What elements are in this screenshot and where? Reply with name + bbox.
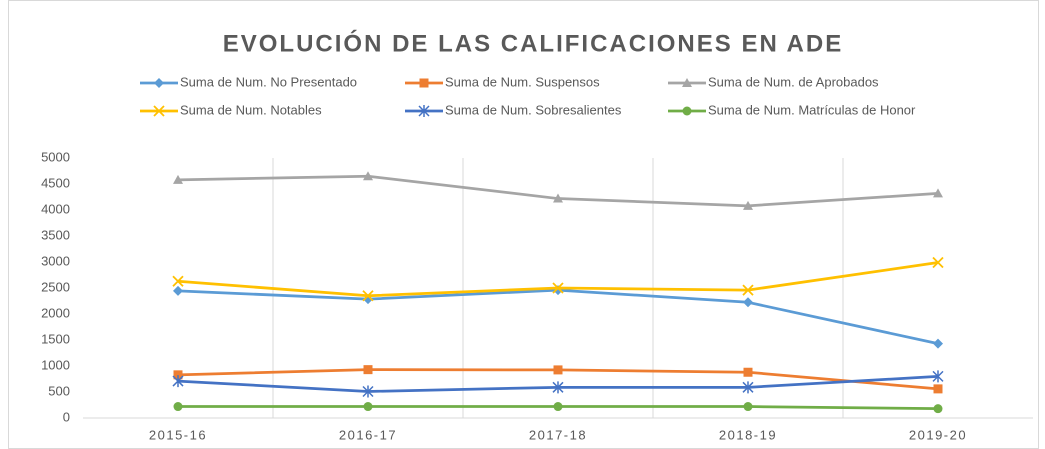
legend-item: Suma de Num. Suspensos	[405, 74, 600, 89]
marker	[154, 78, 164, 88]
marker	[552, 381, 564, 394]
marker	[682, 106, 692, 116]
marker	[419, 78, 429, 88]
marker	[682, 78, 692, 87]
marker	[362, 290, 374, 302]
series-line	[177, 288, 939, 345]
chart-border	[8, 0, 1039, 449]
marker	[933, 384, 943, 394]
x-tick-label: 2017-18	[529, 427, 587, 442]
marker	[743, 200, 753, 210]
y-tick-label: 500	[48, 383, 70, 398]
marker	[553, 285, 563, 296]
marker	[933, 404, 943, 414]
marker	[553, 193, 563, 203]
marker	[362, 385, 374, 398]
marker	[172, 375, 184, 388]
y-tick-label: 2000	[41, 305, 70, 320]
marker	[173, 370, 183, 380]
y-tick-label: 3000	[41, 253, 70, 268]
marker	[743, 402, 753, 412]
legend-label: Suma de Num. Notables	[180, 102, 322, 117]
marker	[742, 381, 754, 394]
y-tick-label: 4500	[41, 175, 70, 190]
legend-label: Suma de Num. Matrículas de Honor	[708, 102, 916, 117]
marker	[173, 402, 183, 412]
x-tick-label: 2016-17	[339, 427, 397, 442]
y-tick-label: 2500	[41, 279, 70, 294]
legend-label: Suma de Num. de Aprobados	[708, 74, 879, 89]
marker	[363, 171, 373, 181]
legend-item: Suma de Num. Notables	[140, 102, 322, 117]
marker	[743, 367, 753, 377]
y-tick-label: 3500	[41, 227, 70, 242]
marker	[932, 256, 944, 269]
legend-item: Suma de Num. de Aprobados	[668, 74, 879, 89]
marker	[363, 402, 373, 412]
x-tick-label: 2015-16	[149, 427, 207, 442]
x-tick-label: 2019-20	[909, 427, 967, 442]
legend-item: Suma de Num. Sobresalientes	[405, 102, 622, 117]
marker	[553, 402, 563, 412]
legend-label: Suma de Num. Suspensos	[445, 74, 600, 89]
marker	[418, 105, 430, 117]
marker	[552, 282, 564, 294]
marker	[363, 365, 373, 375]
legend-label: Suma de Num. Sobresalientes	[445, 102, 622, 117]
marker	[932, 370, 944, 383]
marker	[173, 285, 183, 296]
marker	[153, 105, 165, 117]
y-tick-label: 4000	[41, 201, 70, 216]
marker	[933, 338, 943, 349]
legend-item: Suma de Num. Matrículas de Honor	[668, 102, 916, 117]
x-tick-label: 2018-19	[719, 427, 777, 442]
y-tick-label: 1500	[41, 331, 70, 346]
marker	[743, 297, 753, 308]
legend-label: Suma de Num. No Presentado	[180, 74, 357, 89]
marker	[172, 275, 184, 287]
y-tick-label: 1000	[41, 357, 70, 372]
marker	[173, 174, 183, 184]
marker	[742, 284, 754, 296]
marker	[553, 365, 563, 375]
y-tick-label: 5000	[41, 149, 70, 164]
y-tick-label: 0	[63, 409, 70, 424]
marker	[933, 188, 943, 198]
legend-item: Suma de Num. No Presentado	[140, 74, 357, 89]
chart-title: EVOLUCIÓN DE LAS CALIFICACIONES EN ADE	[223, 29, 843, 57]
